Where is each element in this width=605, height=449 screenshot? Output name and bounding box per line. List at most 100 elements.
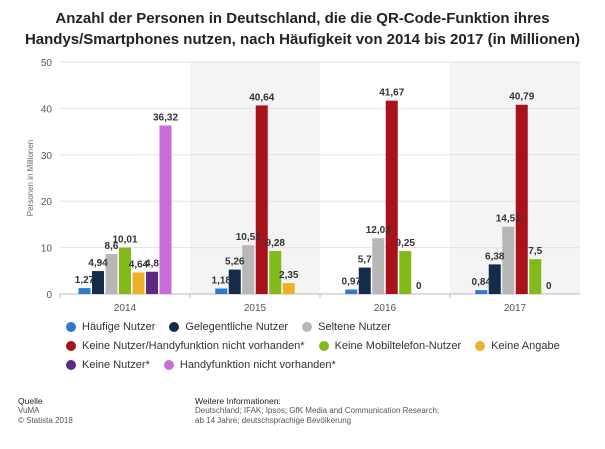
value-labels: 1,27 4,94 8,610,01 4,644,8 36,32 1,18 5,26 10,5…	[75, 88, 552, 292]
data-label: 14,51	[496, 214, 521, 225]
data-label: 10,52	[236, 232, 261, 243]
info-line: ab 14 Jahre; deutschsprachige Bevölkerun…	[195, 416, 352, 425]
legend-label: Keine Nutzer/Handyfunktion nicht vorhand…	[82, 340, 305, 352]
year-bands	[190, 62, 580, 294]
bar	[385, 100, 398, 294]
legend-item[interactable]: Keine Mobiltelefon-Nutzer	[318, 340, 462, 352]
legend-item[interactable]: Keine Nutzer/Handyfunktion nicht vorhand…	[66, 340, 305, 352]
legend-label: Häufige Nutzer	[82, 321, 156, 333]
legend-item[interactable]: Häufige Nutzer	[66, 321, 155, 333]
year-band	[190, 62, 320, 294]
data-label: 4,94	[88, 258, 108, 269]
legend-marker-icon	[66, 360, 76, 370]
bar	[475, 290, 488, 294]
bar	[399, 251, 412, 294]
bar	[146, 271, 158, 294]
legend: Häufige Nutzer Gelegentliche Nutzer Selten…	[66, 318, 586, 375]
y-tick-label: 0	[46, 290, 52, 301]
legend-label: Handyfunktion nicht vorhanden*	[179, 359, 336, 371]
bar	[215, 288, 228, 294]
data-label: 5,7	[358, 255, 372, 266]
legend-marker-icon	[169, 322, 180, 332]
footer-source: Quelle VuMA © Statista 2018	[18, 396, 73, 426]
bar	[502, 226, 515, 294]
legend-marker-icon	[66, 341, 76, 351]
bar	[78, 288, 91, 294]
legend-row: Keine Nutzer* Handyfunktion nicht vorhand…	[66, 356, 586, 374]
legend-label: Gelegentliche Nutzer	[185, 321, 289, 333]
legend-row: Keine Nutzer/Handyfunktion nicht vorhand…	[66, 337, 586, 355]
data-label: 8,6	[105, 241, 119, 252]
x-tick-label: 2015	[244, 303, 267, 314]
data-label: 1,18	[212, 276, 232, 287]
data-label: 0	[416, 281, 422, 292]
data-label: 9,25	[396, 238, 416, 249]
legend-marker-icon	[302, 322, 313, 332]
bar	[529, 259, 542, 294]
legend-label: Keine Mobiltelefon-Nutzer	[334, 340, 462, 352]
data-label: 0,84	[472, 277, 492, 288]
y-tick-label: 30	[41, 151, 53, 162]
y-axis: 0 10 20 30 40 50	[41, 58, 53, 301]
legend-item[interactable]: Handyfunktion nicht vorhanden*	[163, 359, 336, 371]
y-tick-label: 50	[41, 58, 53, 69]
x-tick-label: 2016	[374, 303, 397, 314]
bar	[119, 247, 131, 294]
x-tick-label: 2014	[114, 303, 137, 314]
data-label: 41,67	[379, 88, 404, 99]
data-label: 6,38	[485, 251, 505, 262]
y-axis-title: Personen in Millionen	[26, 140, 35, 217]
data-label: 10,01	[112, 235, 137, 246]
data-label: 7,5	[528, 246, 542, 257]
bar	[488, 264, 501, 294]
bar	[242, 245, 255, 294]
data-label: 40,79	[509, 92, 534, 103]
chart-title: Anzahl der Personen in Deutschland, die …	[0, 8, 605, 50]
legend-item[interactable]: Keine Nutzer*	[66, 359, 150, 371]
legend-item[interactable]: Keine Angabe	[475, 340, 560, 352]
y-tick-label: 40	[41, 104, 53, 115]
source-line: VuMA	[18, 406, 40, 415]
y-tick-label: 10	[41, 244, 53, 255]
info-heading: Weitere Informationen:	[195, 396, 281, 406]
legend-item[interactable]: Gelegentliche Nutzer	[169, 321, 288, 333]
legend-marker-icon	[163, 360, 174, 370]
x-tick-label: 2017	[504, 303, 527, 314]
legend-label: Keine Nutzer*	[82, 359, 150, 371]
data-label: 4,64	[129, 259, 149, 270]
legend-row: Häufige Nutzer Gelegentliche Nutzer Selten…	[66, 318, 586, 336]
bar	[282, 283, 295, 294]
info-line: Deutschland; IFAK; Ipsos; GfK Media and …	[195, 406, 440, 415]
copyright-line: © Statista 2018	[18, 416, 73, 425]
bar	[255, 105, 268, 295]
data-label: 5,26	[225, 257, 245, 268]
bar	[345, 289, 358, 294]
x-axis: 2014 2015 2016 2017	[59, 294, 527, 314]
legend-label: Seltene Nutzer	[318, 321, 391, 333]
legend-item[interactable]: Seltene Nutzer	[302, 321, 391, 333]
chart-title-line-2: Handys/Smartphones nutzen, nach Häufigke…	[24, 31, 581, 48]
data-label: 40,64	[249, 92, 274, 103]
bar	[92, 271, 104, 294]
bar	[132, 272, 145, 294]
data-label: 4,8	[145, 259, 159, 270]
legend-marker-icon	[66, 322, 76, 332]
source-heading: Quelle	[18, 396, 43, 406]
legend-label: Keine Angabe	[491, 340, 560, 352]
bar	[358, 267, 371, 294]
legend-marker-icon	[318, 341, 329, 351]
year-band	[450, 62, 580, 294]
bar	[269, 250, 282, 294]
bar	[159, 125, 172, 295]
bar	[228, 269, 241, 294]
y-tick-label: 20	[41, 197, 53, 208]
data-label: 1,27	[75, 275, 95, 286]
data-label: 9,28	[266, 238, 286, 249]
chart-title-line-1: Anzahl der Personen in Deutschland, die …	[55, 10, 550, 27]
footer-info: Weitere Informationen: Deutschland; IFAK…	[195, 396, 439, 426]
data-label: 36,32	[153, 112, 178, 123]
data-label: 12,03	[366, 225, 391, 236]
data-label: 0	[546, 281, 552, 292]
bars	[78, 100, 542, 295]
